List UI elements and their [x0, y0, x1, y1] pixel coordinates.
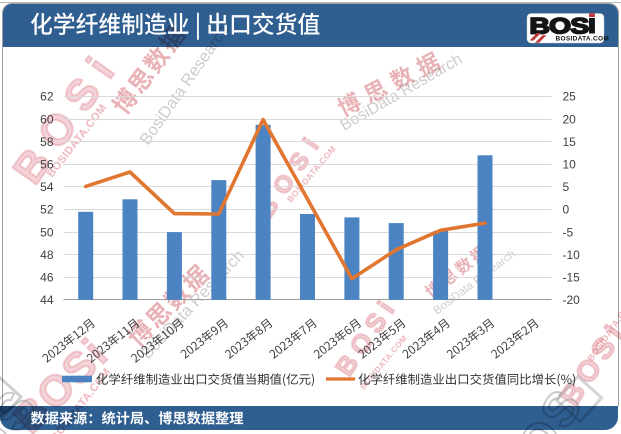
svg-text:52: 52	[40, 203, 54, 217]
svg-text:54: 54	[40, 180, 54, 194]
svg-text:-20: -20	[563, 293, 581, 307]
svg-text:-5: -5	[563, 225, 574, 239]
svg-text:-10: -10	[563, 248, 581, 262]
svg-text:0: 0	[563, 203, 570, 217]
svg-text:50: 50	[40, 225, 54, 239]
svg-text:10: 10	[563, 158, 577, 172]
svg-text:62: 62	[40, 90, 54, 104]
svg-text:5: 5	[563, 180, 570, 194]
svg-text:15: 15	[563, 135, 577, 149]
svg-text:48: 48	[40, 248, 54, 262]
svg-text:46: 46	[40, 271, 54, 285]
svg-text:20: 20	[563, 112, 577, 126]
svg-text:-15: -15	[563, 271, 581, 285]
svg-text:60: 60	[40, 112, 54, 126]
svg-text:58: 58	[40, 135, 54, 149]
svg-text:44: 44	[40, 293, 54, 307]
svg-text:25: 25	[563, 90, 577, 104]
svg-text:BOSIDATA.COM: BOSIDATA.COM	[556, 36, 610, 43]
svg-text:56: 56	[40, 158, 54, 172]
svg-text:BOS: BOS	[530, 14, 589, 38]
